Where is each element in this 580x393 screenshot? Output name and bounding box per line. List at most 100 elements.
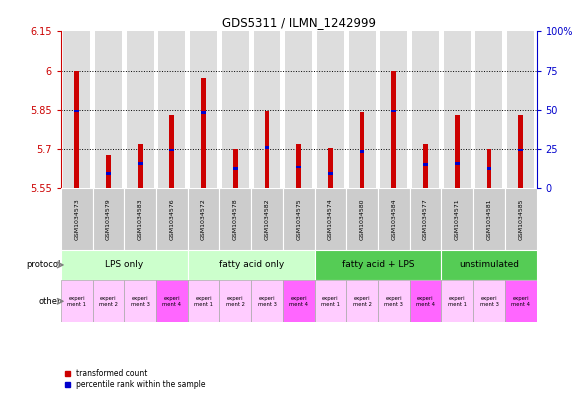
- Bar: [233, 149, 238, 188]
- FancyBboxPatch shape: [473, 188, 505, 250]
- Bar: [392, 110, 396, 112]
- Bar: [380, 31, 407, 188]
- FancyBboxPatch shape: [505, 280, 536, 322]
- Text: experi
ment 2: experi ment 2: [226, 296, 245, 307]
- Text: LPS only: LPS only: [105, 261, 143, 270]
- Text: experi
ment 4: experi ment 4: [416, 296, 435, 307]
- Bar: [264, 146, 269, 149]
- Bar: [360, 150, 364, 153]
- Bar: [63, 31, 90, 188]
- Text: unstimulated: unstimulated: [459, 261, 519, 270]
- Bar: [106, 173, 111, 175]
- FancyBboxPatch shape: [314, 280, 346, 322]
- Text: experi
ment 3: experi ment 3: [130, 296, 150, 307]
- Bar: [169, 115, 174, 188]
- Bar: [158, 31, 186, 188]
- FancyBboxPatch shape: [251, 280, 283, 322]
- FancyBboxPatch shape: [156, 280, 188, 322]
- Bar: [455, 162, 459, 165]
- FancyBboxPatch shape: [441, 250, 536, 280]
- Bar: [412, 31, 439, 188]
- Bar: [106, 155, 111, 188]
- Bar: [328, 148, 333, 188]
- FancyBboxPatch shape: [156, 188, 188, 250]
- Bar: [507, 31, 534, 188]
- Bar: [253, 31, 281, 188]
- FancyBboxPatch shape: [283, 188, 314, 250]
- Bar: [233, 167, 238, 170]
- Text: GSM1034585: GSM1034585: [518, 198, 523, 240]
- Bar: [317, 31, 344, 188]
- FancyBboxPatch shape: [409, 188, 441, 250]
- Text: fatty acid + LPS: fatty acid + LPS: [342, 261, 414, 270]
- Legend: transformed count, percentile rank within the sample: transformed count, percentile rank withi…: [65, 369, 206, 389]
- Bar: [169, 149, 174, 151]
- Bar: [476, 31, 502, 188]
- Text: fatty acid only: fatty acid only: [219, 261, 284, 270]
- Text: GSM1034573: GSM1034573: [74, 198, 79, 240]
- Bar: [138, 144, 143, 188]
- Text: GSM1034579: GSM1034579: [106, 198, 111, 240]
- Bar: [138, 162, 143, 165]
- Text: experi
ment 1: experi ment 1: [321, 296, 340, 307]
- Bar: [190, 31, 217, 188]
- Bar: [296, 166, 301, 169]
- Bar: [74, 71, 79, 188]
- FancyBboxPatch shape: [473, 280, 505, 322]
- Text: GSM1034574: GSM1034574: [328, 198, 333, 240]
- FancyBboxPatch shape: [441, 188, 473, 250]
- Bar: [487, 149, 491, 188]
- Bar: [455, 115, 459, 188]
- Text: protocol: protocol: [27, 261, 61, 270]
- Title: GDS5311 / ILMN_1242999: GDS5311 / ILMN_1242999: [222, 16, 376, 29]
- FancyBboxPatch shape: [93, 280, 124, 322]
- Text: GSM1034581: GSM1034581: [487, 198, 491, 240]
- Text: experi
ment 3: experi ment 3: [385, 296, 403, 307]
- Bar: [349, 31, 376, 188]
- Bar: [328, 173, 333, 175]
- FancyBboxPatch shape: [188, 250, 314, 280]
- FancyBboxPatch shape: [409, 280, 441, 322]
- Text: experi
ment 1: experi ment 1: [67, 296, 86, 307]
- Bar: [222, 31, 249, 188]
- FancyBboxPatch shape: [188, 280, 219, 322]
- Text: experi
ment 3: experi ment 3: [258, 296, 277, 307]
- FancyBboxPatch shape: [61, 250, 188, 280]
- Text: GSM1034577: GSM1034577: [423, 198, 428, 240]
- Bar: [126, 31, 154, 188]
- Text: GSM1034582: GSM1034582: [264, 198, 270, 240]
- FancyBboxPatch shape: [61, 280, 93, 322]
- Text: experi
ment 2: experi ment 2: [99, 296, 118, 307]
- FancyBboxPatch shape: [346, 188, 378, 250]
- FancyBboxPatch shape: [346, 280, 378, 322]
- Text: GSM1034583: GSM1034583: [137, 198, 143, 240]
- Bar: [296, 144, 301, 188]
- Bar: [392, 71, 396, 188]
- Text: experi
ment 1: experi ment 1: [448, 296, 467, 307]
- Bar: [423, 144, 428, 188]
- Text: experi
ment 4: experi ment 4: [162, 296, 182, 307]
- FancyBboxPatch shape: [314, 250, 441, 280]
- Bar: [487, 167, 491, 170]
- Bar: [95, 31, 122, 188]
- Bar: [519, 149, 523, 151]
- Bar: [519, 115, 523, 188]
- FancyBboxPatch shape: [219, 280, 251, 322]
- Text: GSM1034576: GSM1034576: [169, 198, 175, 240]
- FancyBboxPatch shape: [124, 188, 156, 250]
- FancyBboxPatch shape: [251, 188, 283, 250]
- Text: other: other: [38, 297, 61, 306]
- FancyBboxPatch shape: [219, 188, 251, 250]
- Text: experi
ment 1: experi ment 1: [194, 296, 213, 307]
- Bar: [74, 110, 79, 112]
- Text: GSM1034575: GSM1034575: [296, 198, 301, 240]
- FancyBboxPatch shape: [378, 188, 409, 250]
- Bar: [444, 31, 471, 188]
- Bar: [423, 163, 428, 166]
- Text: GSM1034584: GSM1034584: [392, 198, 396, 240]
- Text: GSM1034572: GSM1034572: [201, 198, 206, 240]
- FancyBboxPatch shape: [378, 280, 409, 322]
- Bar: [264, 111, 269, 188]
- Text: experi
ment 4: experi ment 4: [511, 296, 530, 307]
- FancyBboxPatch shape: [93, 188, 124, 250]
